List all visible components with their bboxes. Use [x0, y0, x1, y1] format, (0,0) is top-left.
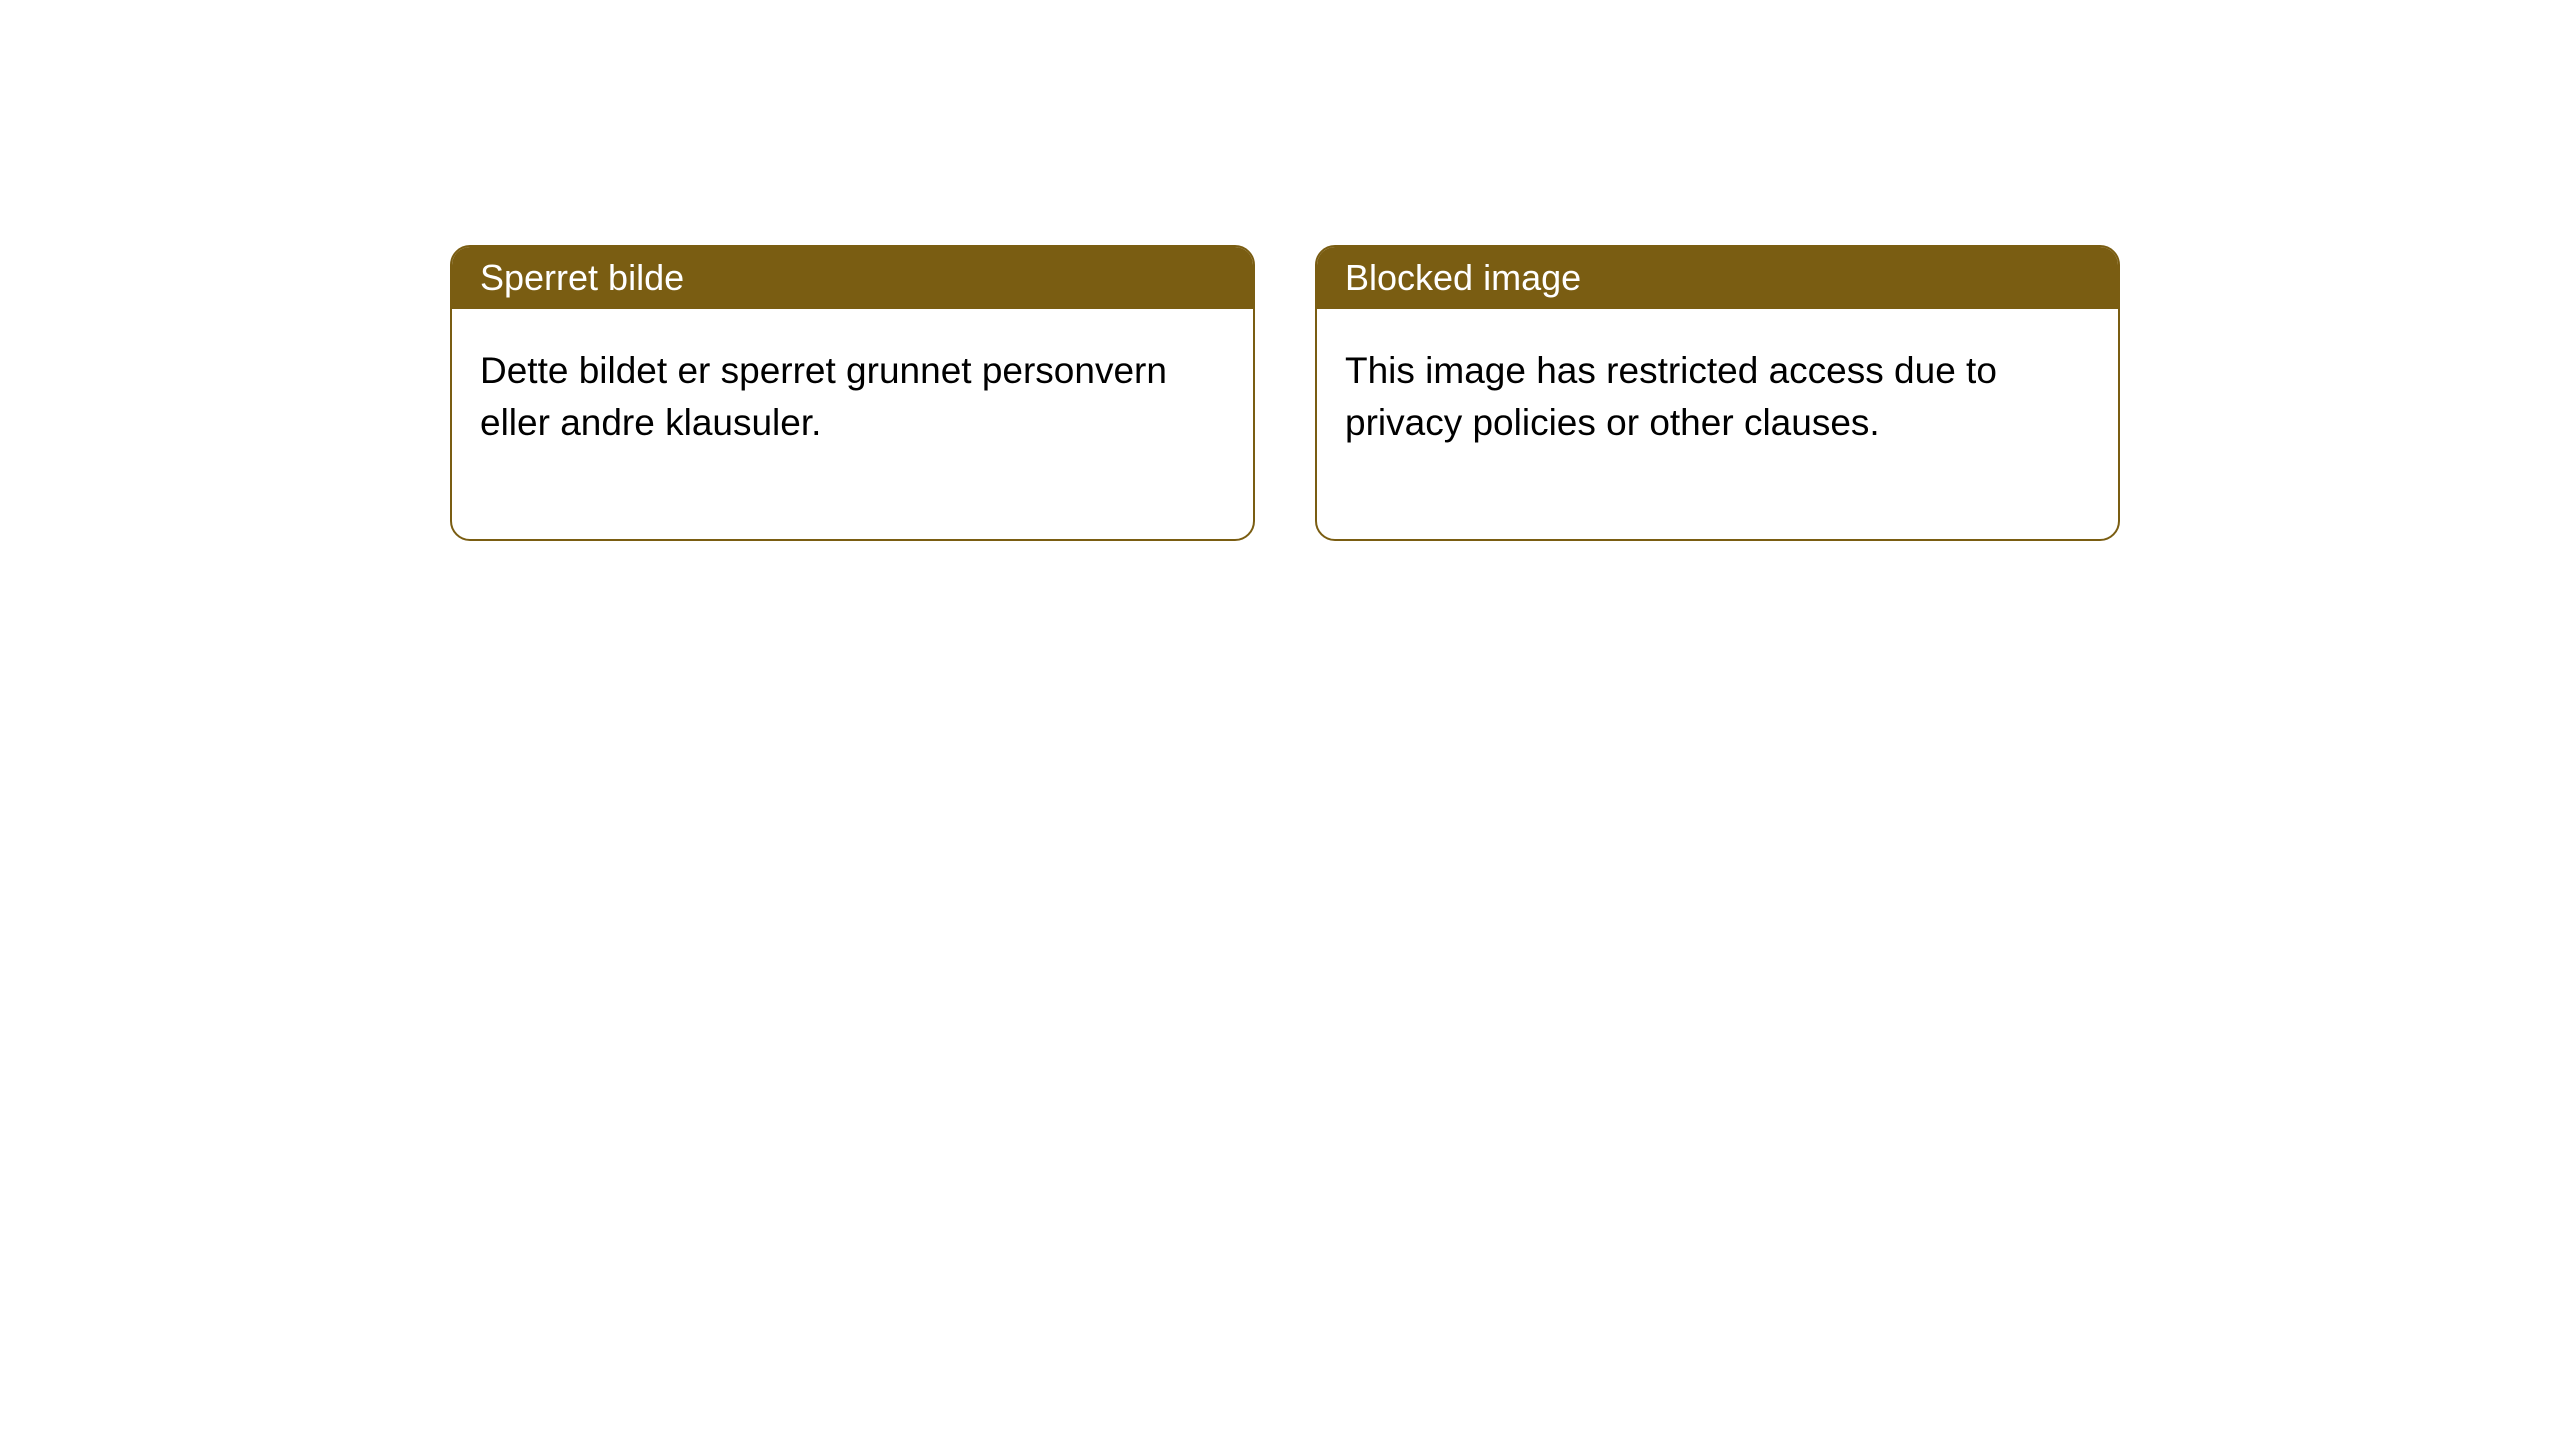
notice-container: Sperret bilde Dette bildet er sperret gr… — [0, 0, 2560, 541]
card-body-en: This image has restricted access due to … — [1317, 309, 2118, 539]
blocked-image-card-en: Blocked image This image has restricted … — [1315, 245, 2120, 541]
card-body-no: Dette bildet er sperret grunnet personve… — [452, 309, 1253, 539]
card-header-no: Sperret bilde — [452, 247, 1253, 309]
blocked-image-card-no: Sperret bilde Dette bildet er sperret gr… — [450, 245, 1255, 541]
card-header-en: Blocked image — [1317, 247, 2118, 309]
